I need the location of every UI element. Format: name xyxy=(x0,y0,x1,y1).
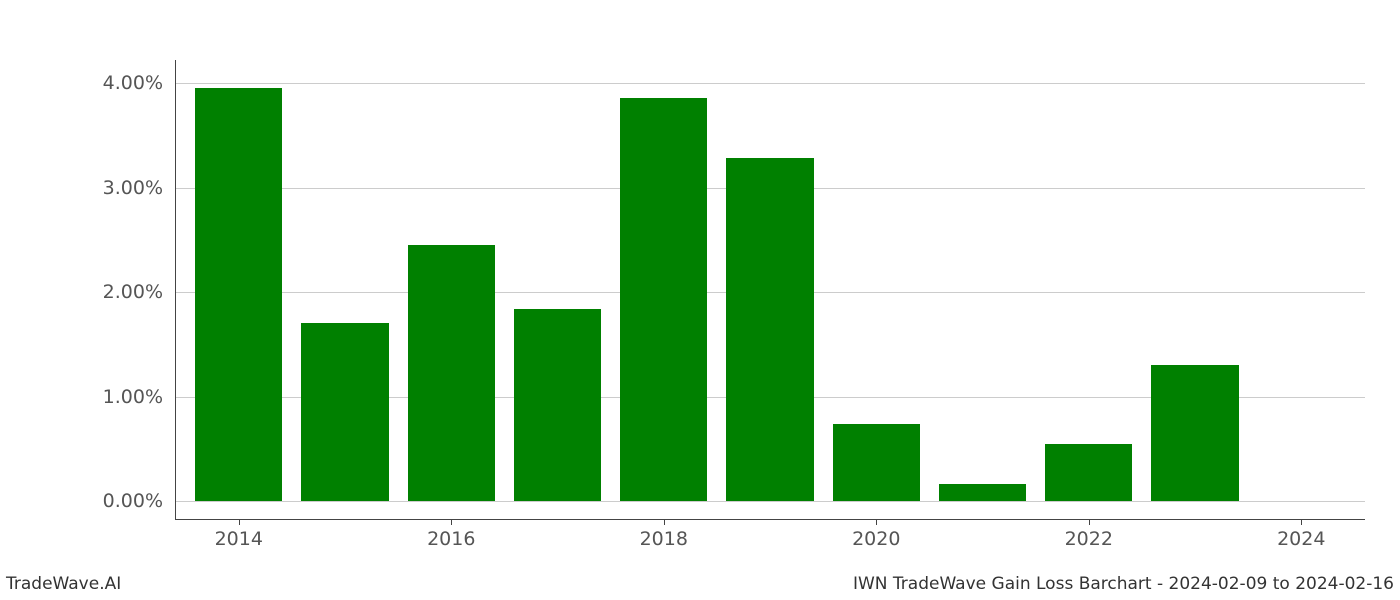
y-tick-label: 4.00% xyxy=(103,72,163,94)
axes-spines xyxy=(175,60,1365,520)
x-tick-mark xyxy=(451,520,452,525)
x-tick-mark xyxy=(664,520,665,525)
x-tick-mark xyxy=(1301,520,1302,525)
figure: 0.00% 1.00% 2.00% 3.00% 4.00% 2014 2016 2018 20… xyxy=(0,0,1400,600)
x-tick-label: 2020 xyxy=(852,528,900,550)
x-tick-label: 2014 xyxy=(215,528,263,550)
x-tick-mark xyxy=(1089,520,1090,525)
x-tick-mark xyxy=(239,520,240,525)
x-tick-label: 2016 xyxy=(427,528,475,550)
y-tick-label: 2.00% xyxy=(103,281,163,303)
x-tick-label: 2018 xyxy=(640,528,688,550)
y-tick-label: 0.00% xyxy=(103,490,163,512)
footer-right-text: IWN TradeWave Gain Loss Barchart - 2024-… xyxy=(853,574,1394,594)
x-tick-mark xyxy=(876,520,877,525)
plot-area xyxy=(175,60,1365,520)
y-tick-label: 1.00% xyxy=(103,386,163,408)
x-tick-label: 2024 xyxy=(1277,528,1325,550)
footer-left-text: TradeWave.AI xyxy=(6,574,121,594)
x-tick-label: 2022 xyxy=(1065,528,1113,550)
y-tick-label: 3.00% xyxy=(103,177,163,199)
